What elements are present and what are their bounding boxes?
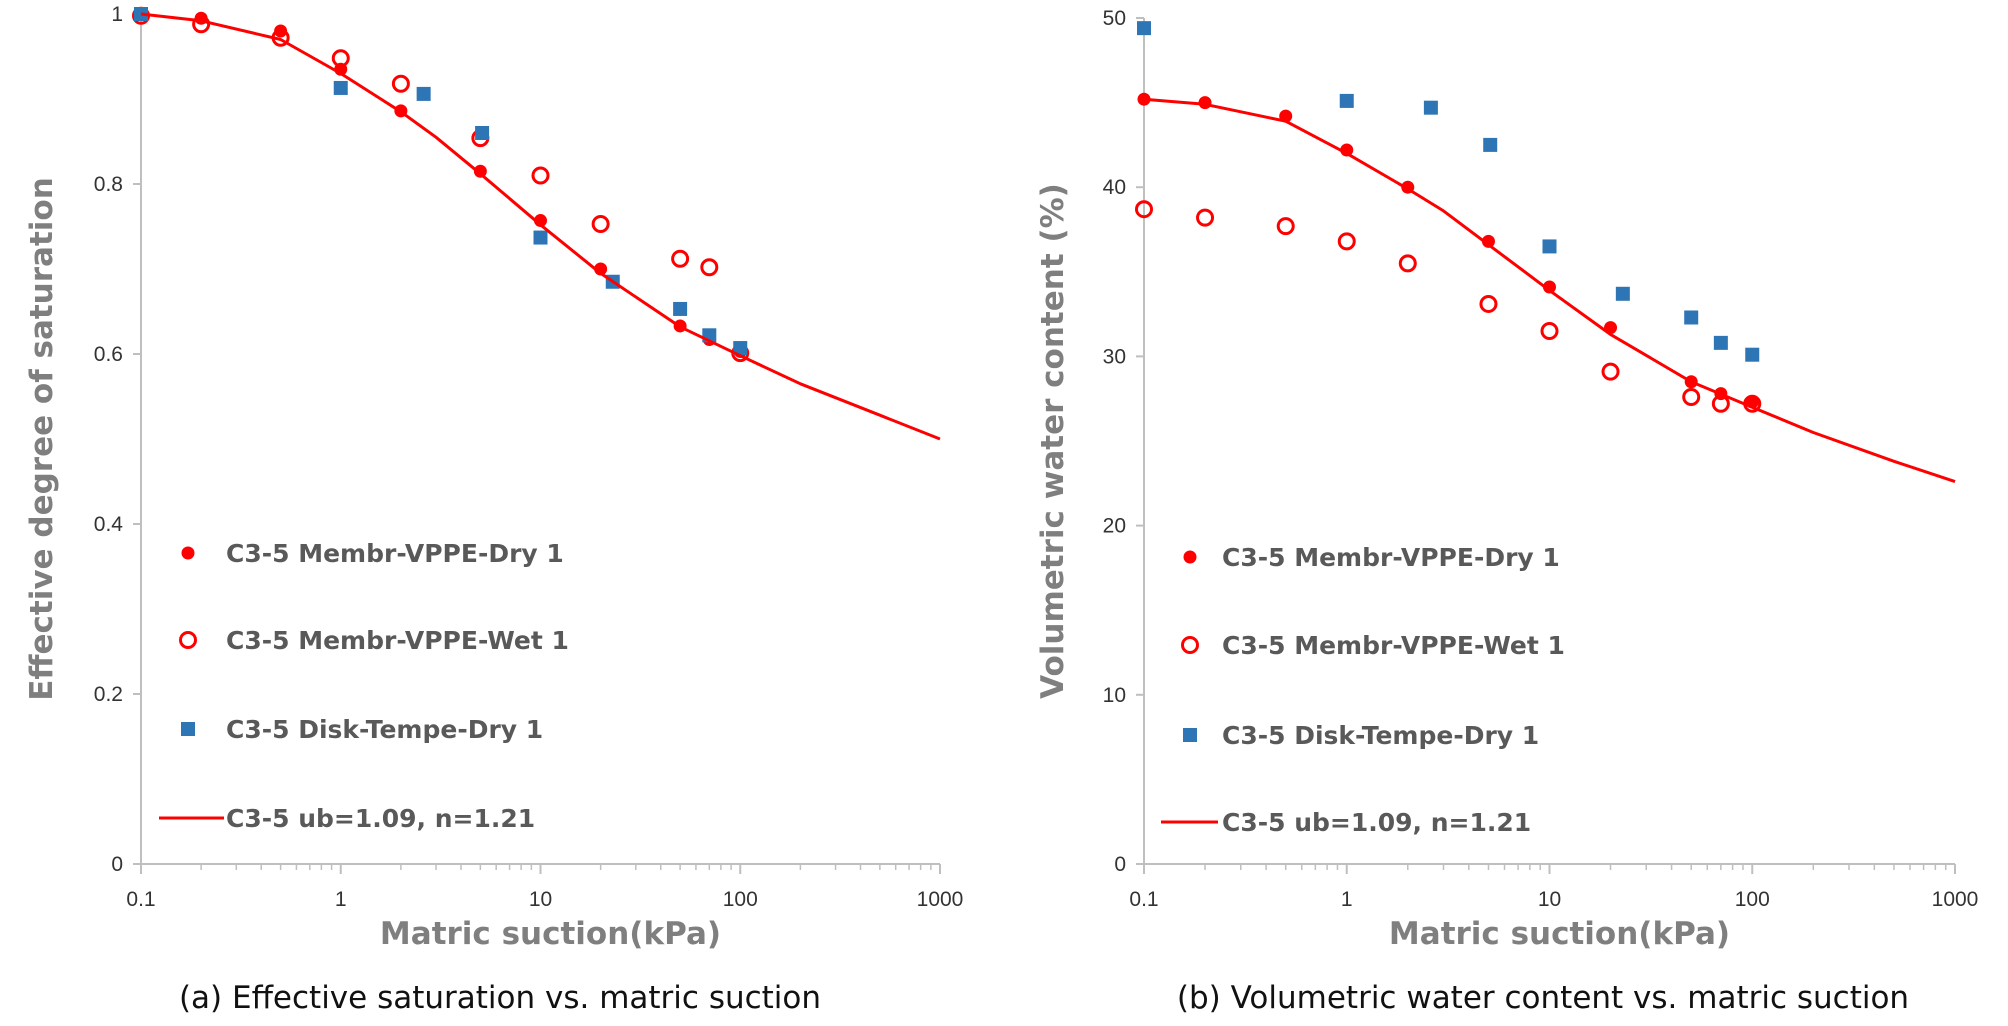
data-point <box>1339 93 1354 108</box>
data-point <box>1682 388 1701 407</box>
data-point <box>531 166 550 185</box>
data-point <box>1713 335 1728 350</box>
x-tick-label: 1000 <box>917 888 964 911</box>
legend-label: C3-5 Membr-VPPE-Dry 1 <box>1222 543 1560 572</box>
data-point <box>733 341 748 356</box>
series-1 <box>1135 200 1762 413</box>
series-0 <box>134 7 747 358</box>
y-tick-label: 0.2 <box>94 683 123 706</box>
legend-entry-1: C3-5 Membr-VPPE-Wet 1 <box>179 626 569 655</box>
x-tick-label: 1 <box>1341 888 1353 911</box>
chart-caption: (a) Effective saturation vs. matric suct… <box>179 980 821 1016</box>
legend-symbol <box>1183 550 1197 564</box>
data-point <box>1540 322 1559 341</box>
data-point <box>591 214 610 233</box>
x-tick-label: 10 <box>1538 888 1561 911</box>
x-tick-label: 0.1 <box>126 888 155 911</box>
data-point <box>1745 347 1760 362</box>
y-tick-label: 20 <box>1103 515 1126 538</box>
data-point <box>1276 217 1295 236</box>
data-point <box>1684 310 1699 325</box>
x-tick-label: 1000 <box>1932 888 1979 911</box>
series-0 <box>1137 92 1759 409</box>
y-tick-label: 40 <box>1103 176 1126 199</box>
legend-entry-0: C3-5 Membr-VPPE-Dry 1 <box>181 539 564 568</box>
chart-a: 0 0.2 0.4 0.6 0.8 1 0.1 1 10 100 1000 Matric suctio… <box>24 3 963 1016</box>
y-tick-label: 0 <box>111 853 123 876</box>
y-tick-label: 50 <box>1103 7 1126 30</box>
x-axis-title: Matric suction(kPa) <box>380 916 721 952</box>
legend-entry-2: C3-5 Disk-Tempe-Dry 1 <box>181 715 543 744</box>
y-tick-label: 0.8 <box>94 173 123 196</box>
legend-entry-2: C3-5 Disk-Tempe-Dry 1 <box>1183 721 1539 750</box>
chart-b: 0 10 20 30 40 50 0.1 1 10 100 1000 Matric suction(k… <box>1035 7 1978 1016</box>
data-point <box>1137 21 1151 36</box>
data-point <box>1601 362 1620 381</box>
legend-entry-1: C3-5 Membr-VPPE-Wet 1 <box>1181 631 1565 660</box>
data-point <box>192 15 211 34</box>
legend-label: C3-5 Membr-VPPE-Dry 1 <box>226 539 564 568</box>
y-tick-label: 0 <box>1114 853 1126 876</box>
x-axis-title: Matric suction(kPa) <box>1389 916 1730 952</box>
data-point <box>1479 294 1498 313</box>
data-point <box>673 301 688 316</box>
data-point <box>331 49 350 68</box>
data-point <box>1398 254 1417 273</box>
y-tick-label: 1 <box>111 3 123 26</box>
legend-label: C3-5 Disk-Tempe-Dry 1 <box>226 715 543 744</box>
y-axis-title: Effective degree of saturation <box>24 177 60 701</box>
data-point <box>475 126 490 140</box>
data-point <box>1337 232 1356 251</box>
y-axis-title: Volumetric water content (%) <box>1035 183 1071 699</box>
data-point <box>416 86 431 101</box>
legend-symbol <box>181 722 195 736</box>
legend-symbol <box>1183 728 1197 742</box>
y-tick-label: 10 <box>1103 684 1126 707</box>
data-point <box>1483 137 1498 152</box>
legend-symbol <box>179 631 197 649</box>
series-2 <box>134 7 748 356</box>
data-point <box>671 249 690 268</box>
x-tick-label: 100 <box>1735 888 1770 911</box>
data-point <box>1711 394 1730 413</box>
legend-entry-3: C3-5 ub=1.09, n=1.21 <box>1161 808 1531 837</box>
data-point <box>1481 234 1495 248</box>
legend-label: C3-5 Membr-VPPE-Wet 1 <box>1222 631 1565 660</box>
x-tick-label: 1 <box>335 888 347 911</box>
x-tick-label: 10 <box>529 888 552 911</box>
data-point <box>533 230 548 245</box>
y-tick-label: 0.6 <box>94 343 123 366</box>
legend-label: C3-5 ub=1.09, n=1.21 <box>1222 808 1531 837</box>
data-point <box>1135 200 1153 219</box>
data-point <box>473 164 487 178</box>
data-point <box>333 80 348 95</box>
legend-label: C3-5 Disk-Tempe-Dry 1 <box>1222 721 1539 750</box>
x-tick-label: 100 <box>723 888 758 911</box>
fit-curve <box>140 12 941 441</box>
legend-entry-0: C3-5 Membr-VPPE-Dry 1 <box>1183 543 1560 572</box>
data-point <box>1543 280 1556 294</box>
x-tick-label: 0.1 <box>1129 888 1158 911</box>
fit-curve <box>1143 97 1956 484</box>
data-point <box>1615 286 1630 301</box>
data-point <box>700 258 719 277</box>
y-tick-label: 30 <box>1103 345 1126 368</box>
series-3 <box>140 12 941 441</box>
legend-symbol <box>181 546 195 560</box>
data-point <box>1196 208 1215 227</box>
series-1 <box>132 6 750 363</box>
chart-caption: (b) Volumetric water content vs. matric … <box>1177 980 1909 1016</box>
series-3 <box>1143 97 1956 484</box>
legend-symbol <box>1181 636 1199 654</box>
legend-label: C3-5 ub=1.09, n=1.21 <box>226 804 535 833</box>
legend-label: C3-5 Membr-VPPE-Wet 1 <box>226 626 569 655</box>
data-point <box>1423 100 1438 115</box>
legend-entry-3: C3-5 ub=1.09, n=1.21 <box>159 804 535 833</box>
data-point <box>391 74 410 93</box>
data-point <box>1542 239 1557 254</box>
series-2 <box>1137 21 1760 362</box>
y-tick-label: 0.4 <box>94 513 124 536</box>
